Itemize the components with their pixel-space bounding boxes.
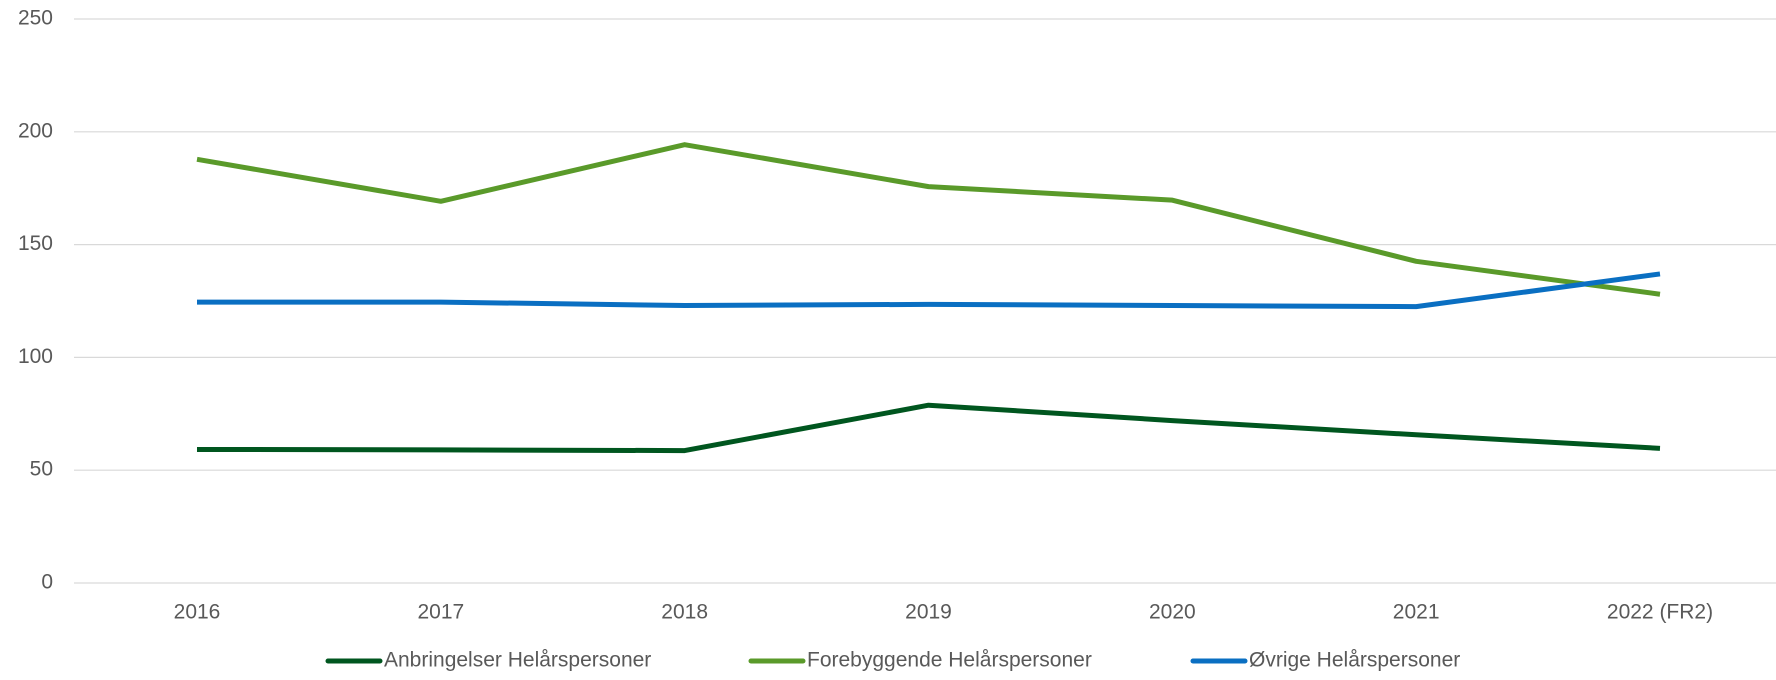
x-tick-label: 2021 [1393, 601, 1440, 624]
y-tick-label: 100 [18, 345, 53, 368]
legend-label: Øvrige Helårspersoner [1249, 649, 1460, 672]
y-tick-label: 200 [18, 119, 53, 142]
y-tick-label: 150 [18, 232, 53, 255]
x-tick-label: 2022 (FR2) [1607, 601, 1713, 624]
x-tick-label: 2017 [417, 601, 464, 624]
legend-label: Forebyggende Helårspersoner [807, 649, 1092, 672]
series-line [196, 142, 1661, 297]
series-line [196, 402, 1661, 454]
y-tick-label: 50 [30, 458, 53, 481]
x-tick-label: 2018 [661, 601, 708, 624]
x-tick-label: 2020 [1149, 601, 1196, 624]
x-tick-label: 2019 [905, 601, 952, 624]
x-tick-label: 2016 [174, 601, 221, 624]
series-line [197, 271, 1661, 310]
y-tick-label: 250 [18, 7, 53, 30]
y-tick-label: 0 [41, 571, 53, 594]
legend-label: Anbringelser Helårspersoner [384, 649, 651, 672]
